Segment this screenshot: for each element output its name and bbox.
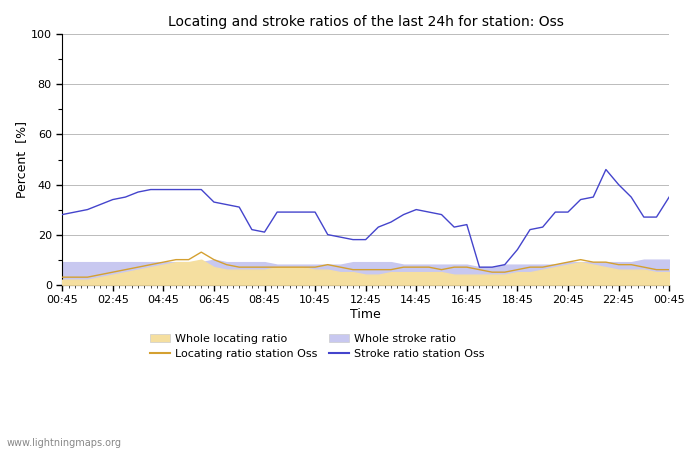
- Text: www.lightningmaps.org: www.lightningmaps.org: [7, 438, 122, 448]
- Title: Locating and stroke ratios of the last 24h for station: Oss: Locating and stroke ratios of the last 2…: [168, 15, 564, 29]
- Legend: Whole locating ratio, Locating ratio station Oss, Whole stroke ratio, Stroke rat: Whole locating ratio, Locating ratio sta…: [150, 333, 484, 359]
- Y-axis label: Percent  [%]: Percent [%]: [15, 121, 28, 198]
- X-axis label: Time: Time: [350, 308, 381, 321]
